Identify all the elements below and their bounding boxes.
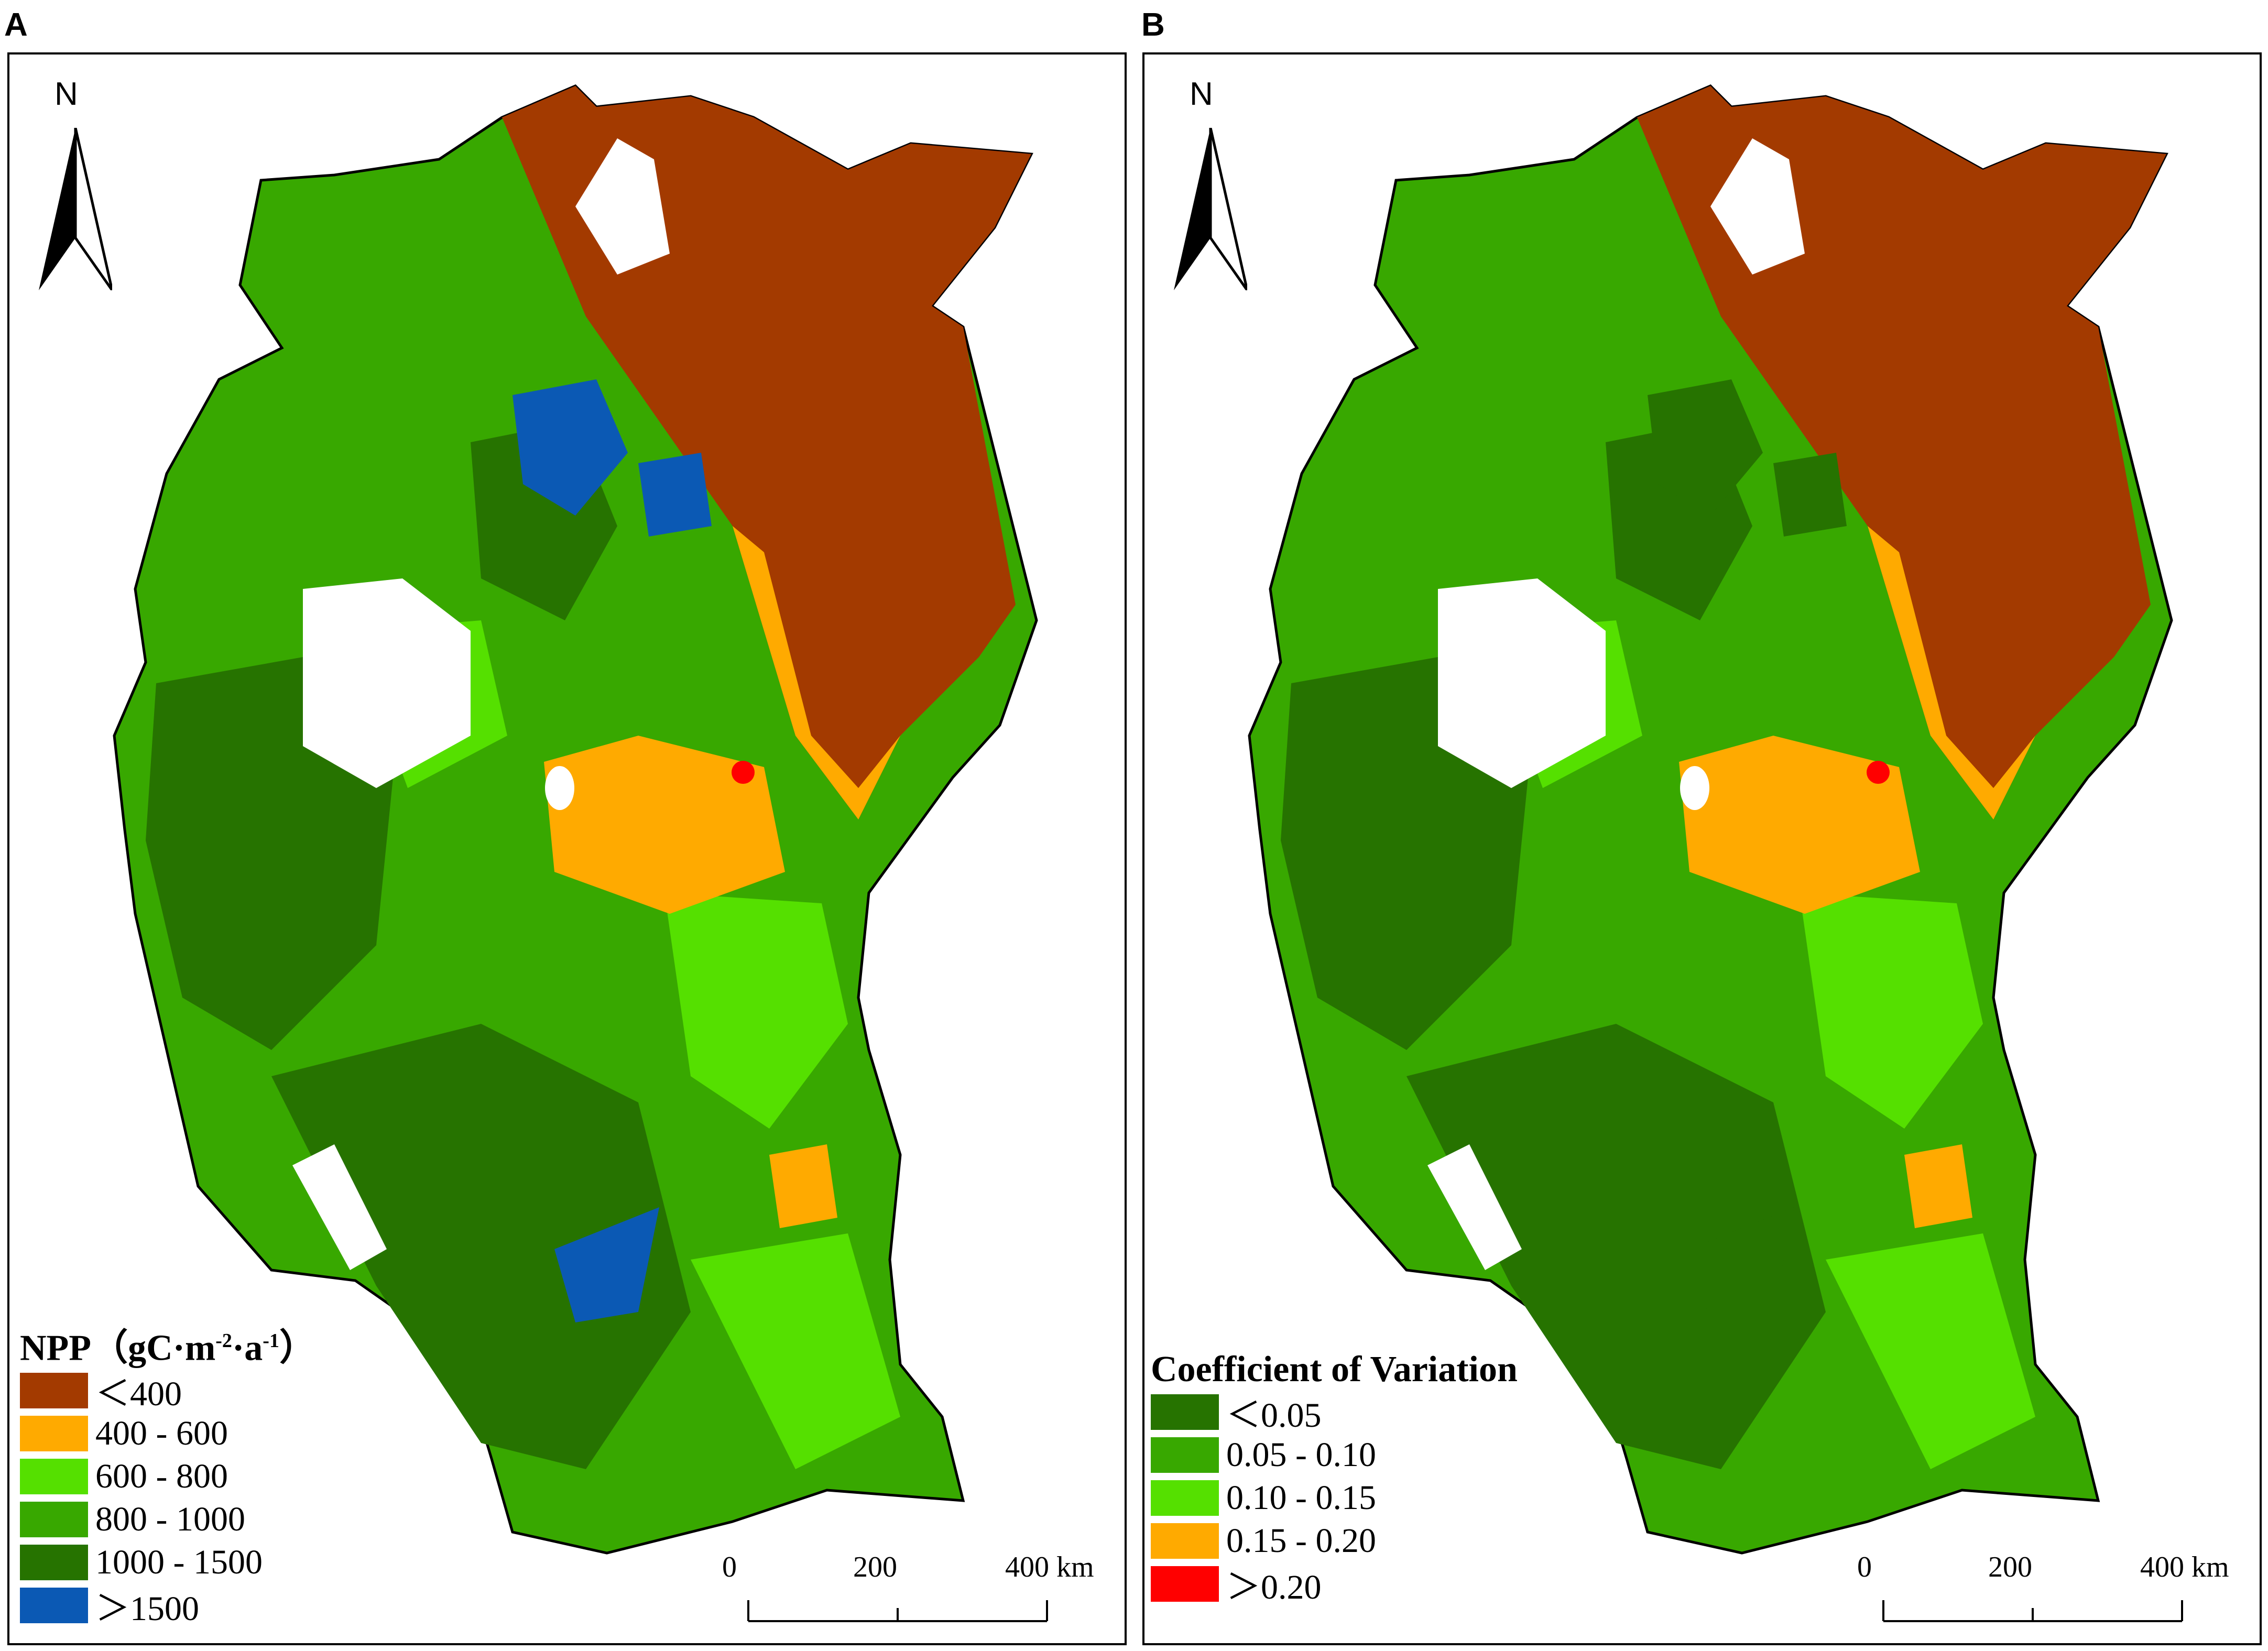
legend-item: 400 - 600 [20, 1412, 316, 1455]
legend-swatch [1151, 1523, 1219, 1559]
cv-map [1248, 84, 2173, 1555]
legend-swatch [1151, 1394, 1219, 1430]
scale-tick-0: 0 [1857, 1551, 1872, 1583]
high-zone [554, 1207, 659, 1322]
legend-label: ＞1500 [95, 1590, 199, 1628]
legend-item: ＞1500 [20, 1584, 316, 1628]
transition-band [1868, 526, 2035, 819]
legend-swatch [1151, 1437, 1219, 1473]
high-zone [638, 453, 712, 537]
north-arrow-icon [1174, 128, 1247, 290]
north-arrow-icon [39, 128, 112, 290]
light-green-zone [691, 1233, 900, 1469]
peak [1867, 761, 1890, 784]
light-green-zone [664, 893, 848, 1129]
legend-swatch [20, 1545, 88, 1581]
lake [1680, 766, 1709, 810]
map-panel-a: N NPP（gC·m-2·a-1） ＜400 400 - 600 600 - 800… [7, 52, 1127, 1645]
legend-label: 0.15 - 0.20 [1226, 1522, 1376, 1560]
legend-item: 800 - 1000 [20, 1498, 316, 1541]
lake [1427, 1144, 1522, 1270]
legend-item: 1000 - 1500 [20, 1541, 316, 1584]
north-letter: N [1190, 76, 1213, 112]
high-zone [1648, 379, 1763, 516]
north-letter: N [54, 76, 78, 112]
legend-swatch [20, 1416, 88, 1452]
cv-legend: Coefficient of Variation ＜0.05 0.05 - 0.1… [1151, 1349, 1518, 1606]
legend-label: 400 - 600 [95, 1414, 228, 1453]
legend-label: ＞0.20 [1226, 1568, 1322, 1606]
map-panel-b: N Coefficient of Variation ＜0.05 0.05 - 0… [1142, 52, 2262, 1645]
high-zone [1689, 1207, 1794, 1322]
light-green-zone [1800, 893, 1983, 1129]
light-green-zone [1826, 1233, 2035, 1469]
transition-band [1904, 1144, 1972, 1228]
scale-tick-400: 400 km [2140, 1551, 2229, 1583]
transition-band [544, 736, 785, 914]
legend-label: ＜400 [95, 1375, 182, 1414]
panel-a-label: A [4, 7, 28, 43]
npp-map [113, 84, 1038, 1555]
legend-item: 0.15 - 0.20 [1151, 1519, 1518, 1562]
legend-item: 0.05 - 0.10 [1151, 1434, 1518, 1477]
legend-title: Coefficient of Variation [1151, 1349, 1518, 1390]
scale-bar: 0 200 400 km [722, 1550, 1120, 1643]
lake [575, 138, 670, 275]
legend-label: 800 - 1000 [95, 1500, 245, 1539]
peak [732, 761, 755, 784]
legend-title: NPP（gC·m-2·a-1） [20, 1328, 316, 1369]
lake [303, 578, 471, 788]
legend-swatch [1151, 1480, 1219, 1516]
scale-tick-400: 400 km [1005, 1551, 1094, 1583]
legend-label: 600 - 800 [95, 1457, 228, 1496]
legend-label: ＜0.05 [1226, 1396, 1322, 1435]
scale-tick-200: 200 [1988, 1551, 2032, 1583]
high-zone [513, 379, 628, 516]
scale-tick-0: 0 [722, 1551, 737, 1583]
dark-green-zone [1406, 1024, 1826, 1469]
legend-label: 0.05 - 0.10 [1226, 1436, 1376, 1474]
lake [1438, 578, 1606, 788]
legend-item: 600 - 800 [20, 1455, 316, 1498]
legend-item: ＜400 [20, 1369, 316, 1413]
legend-item: ＞0.20 [1151, 1562, 1518, 1606]
lake [545, 766, 574, 810]
legend-swatch [1151, 1566, 1219, 1602]
scale-bar: 0 200 400 km [1857, 1550, 2255, 1643]
high-zone [1773, 453, 1847, 537]
panel-b-label: B [1141, 7, 1165, 43]
transition-band [733, 526, 900, 819]
npp-legend: NPP（gC·m-2·a-1） ＜400 400 - 600 600 - 800 80… [20, 1320, 316, 1628]
legend-swatch [20, 1373, 88, 1409]
transition-band [769, 1144, 837, 1228]
arid-region [1637, 86, 2166, 819]
transition-band [1679, 736, 1920, 914]
legend-item: 0.10 - 0.15 [1151, 1477, 1518, 1519]
lake [1710, 138, 1805, 275]
legend-swatch [20, 1502, 88, 1538]
legend-label: 1000 - 1500 [95, 1543, 263, 1582]
legend-item: ＜0.05 [1151, 1391, 1518, 1435]
legend-label: 0.10 - 0.15 [1226, 1479, 1376, 1517]
scale-tick-200: 200 [853, 1551, 897, 1583]
arid-region [502, 86, 1031, 819]
dark-green-zone [271, 1024, 691, 1469]
legend-swatch [20, 1588, 88, 1624]
legend-swatch [20, 1459, 88, 1495]
lake [292, 1144, 387, 1270]
